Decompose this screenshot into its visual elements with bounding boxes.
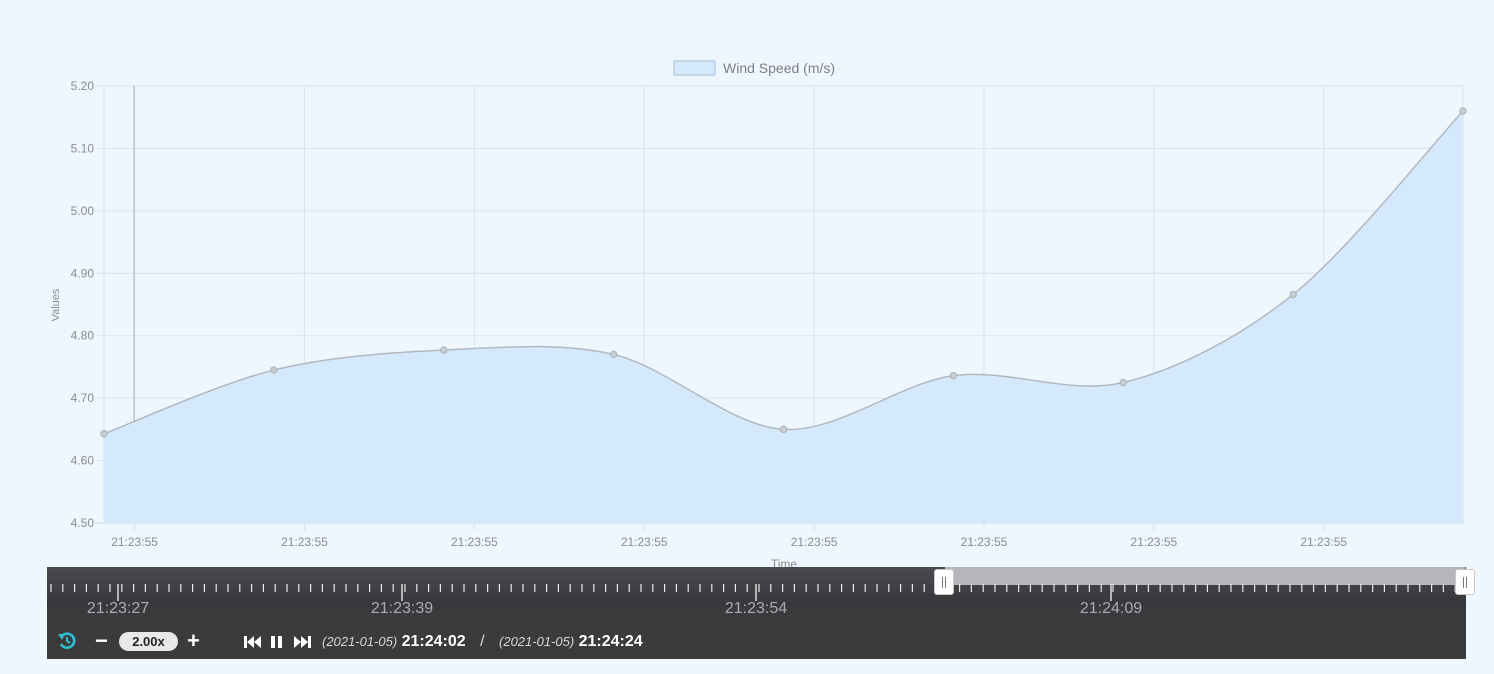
timeline-label: 21:23:54: [724, 600, 788, 617]
x-tick-label: 21:23:55: [451, 535, 498, 549]
y-tick-label: 4.70: [71, 391, 95, 405]
y-axis-label: Values: [50, 288, 62, 321]
y-tick-label: 4.90: [71, 266, 95, 280]
y-tick-label: 5.10: [71, 141, 95, 155]
data-point[interactable]: [1459, 107, 1467, 115]
legend-swatch[interactable]: [673, 60, 716, 76]
x-tick-label: 21:23:55: [1300, 535, 1347, 549]
y-tick-label: 4.60: [71, 454, 95, 468]
timeline-selection-range[interactable]: [945, 567, 1465, 585]
speed-badge: 2.00x: [119, 632, 178, 651]
wind-speed-chart: 4.50 4.60 4.70 4.80 4.90 5.00 5.10 5.20 21:23:5…: [50, 60, 1467, 570]
speed-increase-button[interactable]: +: [187, 628, 200, 653]
x-tick-label: 21:23:55: [621, 535, 668, 549]
data-point[interactable]: [949, 371, 958, 380]
timeline-bar: 21:23:27 21:23:39 21:23:54 21:24:09 − 2.…: [47, 567, 1475, 659]
y-tick-label: 5.20: [71, 79, 95, 93]
x-tick-label: 21:23:55: [961, 535, 1008, 549]
data-point[interactable]: [1289, 290, 1297, 299]
skip-to-start-icon[interactable]: [243, 634, 263, 655]
current-time: 21:24:02: [401, 633, 466, 650]
time-readout: (2021-01-05) 21:24:02 / (2021-01-05) 21:…: [322, 633, 643, 651]
time-separator: /: [480, 633, 485, 650]
timeline-left-handle[interactable]: [934, 569, 954, 595]
timeline-label: 21:24:09: [1079, 600, 1143, 617]
legend-label[interactable]: Wind Speed (m/s): [723, 60, 835, 76]
end-date: (2021-01-05): [499, 634, 575, 649]
timeline-right-handle[interactable]: [1455, 569, 1475, 595]
speed-decrease-button[interactable]: −: [95, 628, 108, 653]
data-point[interactable]: [609, 350, 618, 359]
data-point[interactable]: [440, 346, 448, 354]
x-tick-label: 21:23:55: [281, 535, 328, 549]
current-date: (2021-01-05): [322, 634, 398, 649]
data-point[interactable]: [779, 425, 788, 434]
y-tick-label: 4.50: [71, 516, 95, 530]
x-tick-label: 21:23:55: [111, 535, 158, 549]
y-tick-label: 4.80: [71, 329, 95, 343]
pause-icon[interactable]: [269, 634, 285, 655]
chart-area-layer: [103, 110, 1464, 523]
end-time: 21:24:24: [578, 633, 643, 650]
playback-controls: − 2.00x + (2021-01-05) 21:24:02 / (2021-…: [47, 627, 1466, 659]
data-point[interactable]: [100, 430, 108, 438]
skip-to-end-icon[interactable]: [293, 634, 313, 655]
data-point[interactable]: [270, 366, 278, 374]
timeline-ruler[interactable]: [47, 567, 1475, 607]
timeline-ticks: [50, 584, 1456, 601]
data-point[interactable]: [1119, 378, 1127, 387]
x-tick-label: 21:23:55: [791, 535, 838, 549]
series-area: [104, 110, 1463, 523]
reset-history-icon[interactable]: [57, 631, 77, 656]
chart-legend[interactable]: Wind Speed (m/s): [673, 60, 835, 76]
y-tick-label: 5.00: [71, 204, 95, 218]
x-axis-label: Time: [771, 557, 798, 570]
x-axis-ticks: 21:23:55 21:23:55 21:23:55 21:23:55 21:23:55…: [111, 535, 1347, 549]
y-axis-ticks: 4.50 4.60 4.70 4.80 4.90 5.00 5.10 5.20: [71, 79, 95, 530]
timeline-label: 21:23:27: [86, 600, 150, 617]
chart-points-layer: [100, 107, 1467, 438]
timeline-label: 21:23:39: [370, 600, 434, 617]
x-tick-label: 21:23:55: [1130, 535, 1177, 549]
